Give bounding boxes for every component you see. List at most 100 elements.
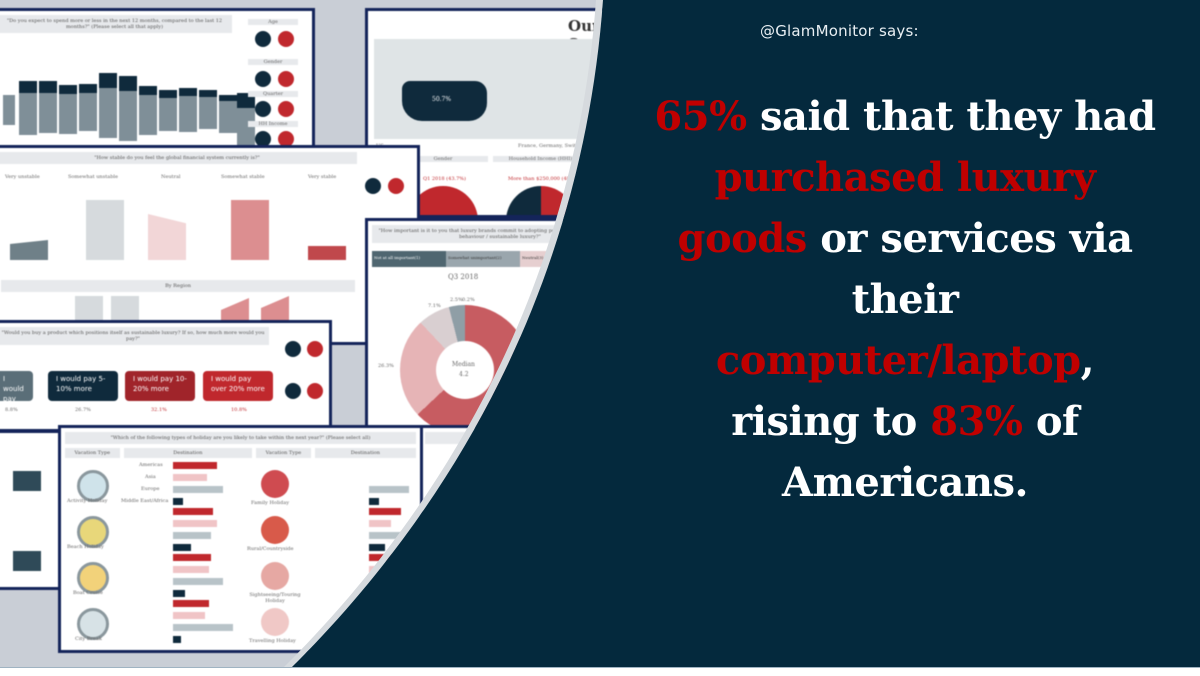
boat-cruise-icon xyxy=(77,562,109,594)
demo-bar-2 xyxy=(13,551,41,571)
holiday-headers: Vacation Type Destination Vacation Type … xyxy=(65,448,417,458)
slice-label-2: 2.5% xyxy=(450,297,463,303)
col-very-unstable: Very unstable xyxy=(5,174,40,180)
rural-icon xyxy=(261,516,289,544)
filter-hhi-label: HH Income xyxy=(248,121,298,127)
age-40plus-button[interactable] xyxy=(278,31,294,47)
quarter-q4-button[interactable] xyxy=(278,101,294,117)
slice-label-1: 7.1% xyxy=(428,303,441,309)
filter-age-label: Age xyxy=(248,19,298,25)
neutral-area xyxy=(148,214,186,260)
highlight-purchased-luxury: purchased luxury xyxy=(714,154,1096,201)
tag-10-20-value: 32.1% xyxy=(151,407,167,413)
holiday-types-card: "Which of the following types of holiday… xyxy=(58,425,423,653)
quote-text: , xyxy=(1080,337,1095,384)
header-destination-right: Destination xyxy=(314,448,417,458)
legend-europe: France, Germany, Switzerland and UK xyxy=(518,143,616,149)
col-neutral: Neutral xyxy=(161,174,181,180)
age-18-39-button[interactable] xyxy=(255,31,271,47)
scale-1: Not at all important(1) xyxy=(372,251,446,267)
slice-label-4: 26.3% xyxy=(378,363,394,369)
author-handle: @GlamMonitor says: xyxy=(760,22,919,40)
city-break-icon xyxy=(77,608,109,640)
sustainable-premium-card: "Would you buy a product which positions… xyxy=(0,320,332,432)
type-beach: Beach Holiday xyxy=(67,544,104,550)
gender-male-button[interactable] xyxy=(255,71,271,87)
stat-65-percent: 65% xyxy=(654,93,747,140)
tag-0-5-value: 8.8% xyxy=(5,407,18,413)
filter-gender-label: Gender xyxy=(248,59,298,65)
quote-text: Americans. xyxy=(782,459,1028,506)
headline-quote: 65% said that they had purchased luxury … xyxy=(615,86,1195,513)
hhi-low-button[interactable] xyxy=(255,131,271,145)
by-region-header: By Region xyxy=(1,280,355,292)
us-map-shape xyxy=(402,81,487,121)
region-asia: Asia xyxy=(145,474,156,480)
type-activity: Activity Holiday xyxy=(67,498,108,504)
region-mea: Middle East/Africa xyxy=(121,498,169,504)
us-map-label: 50.7% xyxy=(432,96,452,103)
holiday-question: "Which of the following types of holiday… xyxy=(65,432,416,444)
premium-age-old[interactable] xyxy=(307,341,323,357)
type-sightseeing: Sightseeing/Touring Holiday xyxy=(249,592,301,604)
quote-text: their xyxy=(851,276,959,323)
tag-20-plus: I would pay over 20% more xyxy=(203,371,273,401)
type-cruise: Boat Cruise xyxy=(73,590,103,596)
quote-text: or services via xyxy=(806,215,1133,262)
sightseeing-icon xyxy=(261,562,289,590)
slice-label-3: 0.2% xyxy=(462,297,475,303)
spend-bars xyxy=(3,73,255,145)
gender-female-button[interactable] xyxy=(278,71,294,87)
spend-forecast-card: "Do you expect to spend more or less in … xyxy=(0,8,315,148)
header-vacation-type-left: Vacation Type xyxy=(65,448,120,458)
tag-10-20: I would pay 10-20% more xyxy=(125,371,195,401)
pie-label-right: More than $250,000 (48.6%) xyxy=(508,176,582,182)
col-somewhat-stable: Somewhat stable xyxy=(221,174,265,180)
donut-hole xyxy=(436,341,494,399)
quarter-q1-button[interactable] xyxy=(255,101,271,117)
type-family: Family Holiday xyxy=(251,500,290,506)
very-stable-area xyxy=(308,246,346,260)
stability-age-young[interactable] xyxy=(365,178,381,194)
type-city: City Break xyxy=(75,636,102,642)
beach-holiday-icon xyxy=(77,516,109,548)
premium-gender-female[interactable] xyxy=(307,383,323,399)
tag-5-10-value: 26.7% xyxy=(75,407,91,413)
hhi-high-button[interactable] xyxy=(278,131,294,145)
bottom-border xyxy=(0,667,1200,676)
quote-line-7: Americans. xyxy=(615,452,1195,513)
section-income: Household Income (HHI) xyxy=(493,156,588,162)
section-gender: Gender xyxy=(398,156,488,162)
header-destination-left: Destination xyxy=(123,448,253,458)
tag-0-5: I would pay 0-5% more xyxy=(0,371,33,423)
premium-question: "Would you buy a product which positions… xyxy=(0,327,269,345)
quote-line-4: their xyxy=(615,269,1195,330)
tag-20-plus-value: 10.8% xyxy=(231,407,247,413)
col-somewhat-unstable: Somewhat unstable xyxy=(68,174,118,180)
type-travelling: Travelling Holiday xyxy=(249,638,296,644)
quote-line-1: 65% said that they had xyxy=(615,86,1195,147)
quote-line-5: computer/laptop, xyxy=(615,330,1195,391)
stability-age-old[interactable] xyxy=(388,178,404,194)
stat-83-percent: 83% xyxy=(930,398,1023,445)
premium-age-young[interactable] xyxy=(285,341,301,357)
stability-question: "How stable do you feel the global finan… xyxy=(0,152,357,164)
highlight-computer-laptop: computer/laptop xyxy=(715,337,1081,384)
ethics-period: Q3 2018 xyxy=(448,273,479,281)
donut-center-label: Median xyxy=(452,361,475,368)
stability-card: "How stable do you feel the global finan… xyxy=(0,145,420,345)
header-vacation-type-right: Vacation Type xyxy=(256,448,311,458)
quote-text: of xyxy=(1022,398,1079,445)
quote-line-6: rising to 83% of xyxy=(615,391,1195,452)
travelling-icon xyxy=(261,608,289,636)
premium-gender-male[interactable] xyxy=(285,383,301,399)
highlight-goods: goods xyxy=(677,215,807,262)
spend-question: "Do you expect to spend more or less in … xyxy=(0,15,232,33)
pie-label-left: Q1 2018 (43.7%) xyxy=(423,176,466,182)
demo-bar-1 xyxy=(13,471,41,491)
col-very-stable: Very stable xyxy=(308,174,337,180)
quote-line-2: purchased luxury xyxy=(615,147,1195,208)
quote-text: rising to xyxy=(731,398,931,445)
very-unstable-area xyxy=(10,240,48,260)
